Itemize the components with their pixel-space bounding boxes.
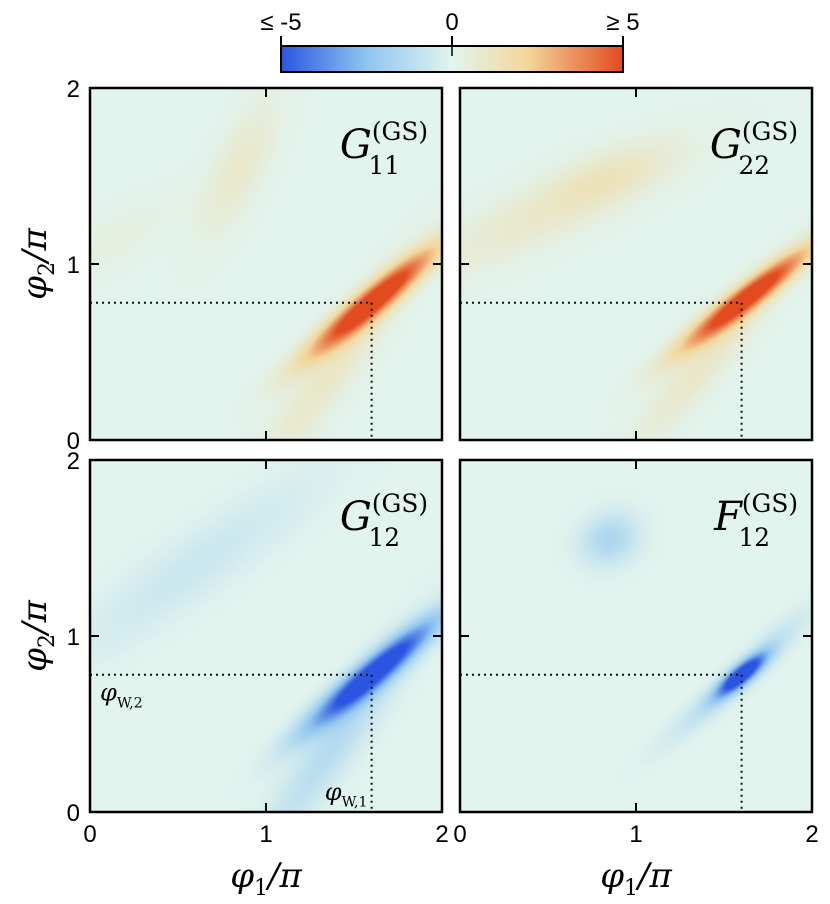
y-tick-label: 0 xyxy=(67,800,80,827)
colorbar: ≤ -5 0 ≥ 5 xyxy=(260,9,640,73)
panel-g22: G(GS) 22 xyxy=(458,86,814,442)
colorbar-min-label: ≤ -5 xyxy=(260,9,301,36)
x-tick-label: 2 xyxy=(435,821,448,848)
heatmap-image xyxy=(90,88,442,440)
panel-title-g11: G(GS) 11 xyxy=(340,117,428,180)
x-axis-label-right: φ1/π xyxy=(600,856,672,901)
axis-labels: φ1/π φ1/π φ2/π φ2/π xyxy=(15,228,672,901)
y-axis-label-bottom: φ2/π xyxy=(15,600,60,672)
x-tick-label: 0 xyxy=(453,821,466,848)
colorbar-max-label: ≥ 5 xyxy=(606,9,639,36)
y-tick-label: 1 xyxy=(67,252,80,279)
annotation-phi-w2: φW,2 xyxy=(100,679,143,712)
colorbar-mid-label: 0 xyxy=(445,9,458,36)
panel-f12: 0 1 2 F(GS) 12 xyxy=(453,458,819,848)
annotation-phi-w1: φW,1 xyxy=(325,778,368,811)
y-tick-label: 0 xyxy=(67,428,80,455)
heatmap-image xyxy=(460,460,812,812)
x-tick-label: 1 xyxy=(259,821,272,848)
panel-title-f12: F(GS) 12 xyxy=(713,489,798,552)
x-axis-label-left: φ1/π xyxy=(230,856,302,901)
x-tick-label: 0 xyxy=(83,821,96,848)
y-tick-label: 2 xyxy=(67,76,80,103)
panel-g12: 0 1 2 0 1 2 G(GS) 12 φW,2 φW,1 xyxy=(67,448,449,848)
y-tick-label: 1 xyxy=(67,624,80,651)
x-tick-label: 2 xyxy=(805,821,818,848)
x-tick-label: 1 xyxy=(629,821,642,848)
heatmap-image xyxy=(460,88,812,440)
panel-g11: 0 1 2 G(GS) 11 xyxy=(67,76,444,455)
panel-title-g22: G(GS) 22 xyxy=(710,117,798,180)
heatmap-image xyxy=(90,460,442,812)
panel-title-g12: G(GS) 12 xyxy=(340,489,428,552)
y-tick-label: 2 xyxy=(67,448,80,475)
y-axis-label-top: φ2/π xyxy=(15,228,60,300)
